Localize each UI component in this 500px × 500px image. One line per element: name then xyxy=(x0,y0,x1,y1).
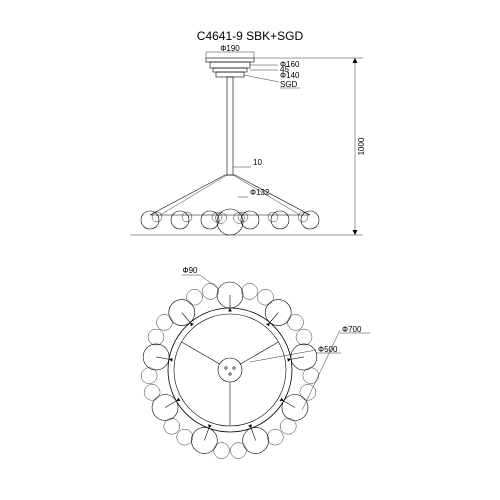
side-ball-center xyxy=(217,209,243,235)
svg-text:SGD: SGD xyxy=(280,80,298,89)
top-view: Ф90 Ф500 Ф700 xyxy=(141,266,370,459)
hub xyxy=(218,358,242,382)
svg-text:Ф700: Ф700 xyxy=(342,325,362,334)
svg-text:Ф90: Ф90 xyxy=(183,266,199,275)
side-ball-3 xyxy=(241,211,259,229)
side-ball-1 xyxy=(171,211,189,229)
side-ball-0 xyxy=(141,211,159,229)
svg-text:Ф190: Ф190 xyxy=(220,44,240,53)
svg-text:Ф140: Ф140 xyxy=(280,71,300,80)
canopy-spacer xyxy=(213,68,247,72)
drawing-title: C4641-9 SBK+SGD xyxy=(197,29,304,43)
side-ball-5 xyxy=(301,211,319,229)
canopy-140 xyxy=(216,72,244,77)
svg-text:Ф132: Ф132 xyxy=(250,188,270,197)
canopy-190 xyxy=(206,58,254,62)
svg-text:1000: 1000 xyxy=(357,137,366,155)
svg-text:Ф500: Ф500 xyxy=(318,345,338,354)
svg-text:10: 10 xyxy=(253,158,262,167)
side-ball-4 xyxy=(271,211,289,229)
side-ball-2 xyxy=(201,211,219,229)
canopy-160 xyxy=(210,62,250,68)
drop-rod xyxy=(227,77,233,175)
